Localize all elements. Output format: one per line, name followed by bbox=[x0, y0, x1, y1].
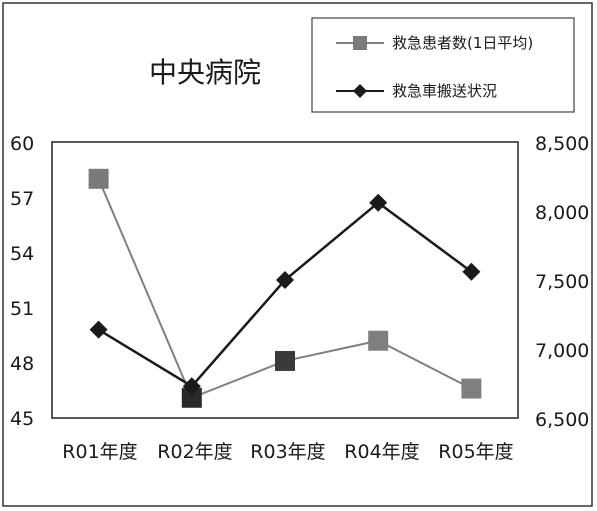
right-axis: 8,500 8,000 7,500 7,000 6,500 bbox=[535, 133, 589, 431]
category-label: R01年度 bbox=[62, 441, 137, 463]
series-layer bbox=[88, 168, 482, 408]
category-label: R04年度 bbox=[344, 441, 419, 463]
plot-area bbox=[51, 141, 519, 419]
category-label: R05年度 bbox=[438, 441, 513, 463]
right-tick-label: 7,000 bbox=[535, 340, 589, 362]
right-tick-label: 7,500 bbox=[535, 271, 589, 293]
left-axis: 60 57 54 51 48 45 bbox=[10, 133, 34, 430]
diamond-marker bbox=[276, 271, 294, 289]
series-patients bbox=[88, 168, 482, 408]
legend: 救急患者数(1日平均) 救急車搬送状況 bbox=[311, 17, 575, 113]
diamond-marker bbox=[369, 193, 388, 212]
diamond-marker bbox=[89, 320, 108, 339]
left-tick-label: 45 bbox=[10, 408, 34, 430]
legend-marker-square bbox=[353, 36, 367, 50]
square-marker bbox=[368, 330, 389, 351]
left-tick-label: 51 bbox=[10, 298, 34, 320]
diamond-marker bbox=[182, 377, 201, 396]
series-ambulance bbox=[89, 193, 481, 396]
left-tick-label: 54 bbox=[10, 243, 34, 265]
diamond-marker bbox=[462, 262, 481, 281]
category-label: R03年度 bbox=[250, 441, 325, 463]
right-tick-label: 6,500 bbox=[535, 409, 589, 431]
legend-marker-diamond bbox=[353, 84, 367, 98]
square-marker bbox=[275, 350, 295, 371]
right-tick-label: 8,500 bbox=[535, 133, 589, 155]
square-marker bbox=[461, 378, 482, 399]
x-axis: R01年度 R02年度 R03年度 R04年度 R05年度 bbox=[62, 441, 513, 463]
legend-label-ambulance: 救急車搬送状況 bbox=[392, 82, 497, 100]
square-marker bbox=[88, 168, 109, 189]
left-tick-label: 60 bbox=[10, 133, 34, 155]
square-marker bbox=[181, 387, 202, 408]
category-label: R02年度 bbox=[157, 441, 232, 463]
legend-box bbox=[311, 17, 575, 113]
legend-label-patients: 救急患者数(1日平均) bbox=[392, 34, 533, 52]
left-tick-label: 48 bbox=[10, 353, 34, 375]
left-tick-label: 57 bbox=[10, 188, 34, 210]
chart-title: 中央病院 bbox=[149, 56, 261, 89]
right-tick-label: 8,000 bbox=[535, 202, 589, 224]
